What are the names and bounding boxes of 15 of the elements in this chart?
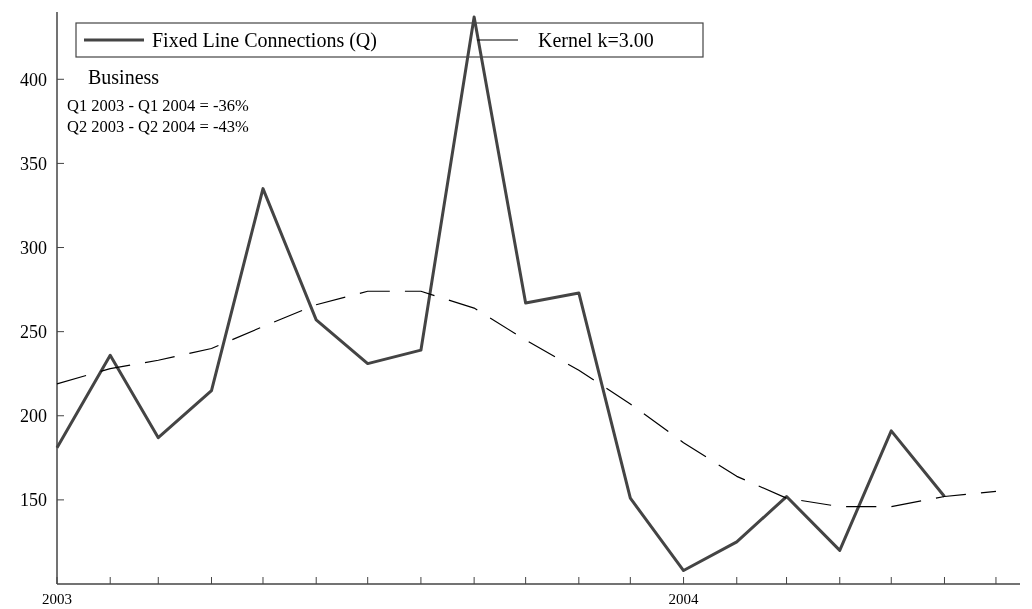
annotation: Business [88, 66, 160, 88]
y-tick-label: 400 [20, 69, 47, 90]
line-series [56, 290, 997, 508]
y-tick-label: 200 [20, 406, 47, 427]
y-tick-label: 350 [20, 153, 47, 174]
legend-label: Fixed Line Connections (Q) [152, 29, 377, 52]
line-series [55, 15, 946, 573]
y-tick-label: 300 [20, 237, 47, 258]
x-tick-label: 2003 [42, 591, 72, 607]
y-tick-label: 250 [20, 321, 47, 342]
annotation: Q1 2003 - Q1 2004 = -36% [67, 96, 249, 115]
annotation: Q2 2003 - Q2 2004 = -43% [67, 117, 249, 136]
x-tick-label: 2004 [668, 591, 700, 607]
y-tick-label: 150 [20, 490, 47, 511]
legend-label: Kernel k=3.00 [538, 29, 654, 51]
